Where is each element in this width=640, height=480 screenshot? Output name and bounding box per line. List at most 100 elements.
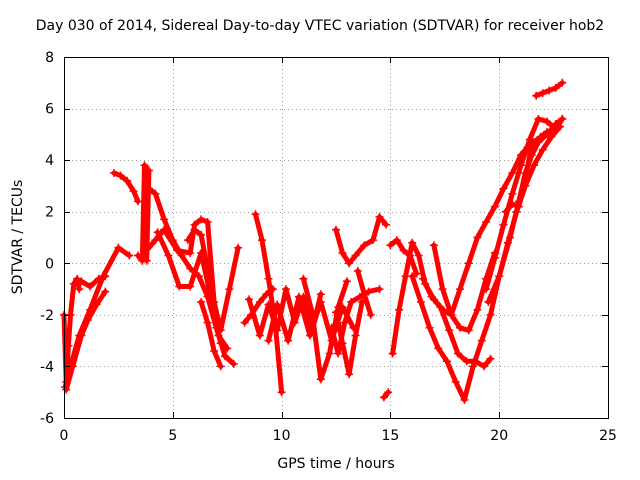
data-point [543,130,552,139]
data-point [360,241,369,250]
data-point [134,197,142,206]
data-point [64,341,73,350]
data-point [62,385,71,394]
data-point [456,323,464,332]
data-point [351,251,360,260]
data-point [429,241,438,250]
data-point [264,336,273,345]
data-point [258,236,266,245]
data-point [388,349,397,358]
data-point [116,171,125,180]
data-point [521,174,530,183]
data-point [86,282,95,291]
data-point [525,135,534,144]
data-point [186,282,195,291]
data-point [460,395,469,404]
data-point [245,295,253,304]
data-point [473,233,482,242]
data-point [490,202,499,211]
x-tick-label: 10 [273,428,291,444]
data-point [66,310,75,319]
data-point [379,393,388,402]
data-point [73,274,82,283]
data-point [142,256,151,265]
data-point [495,272,504,281]
data-point [140,249,149,257]
data-point [234,243,243,252]
data-point [114,243,123,252]
data-point [480,362,488,371]
data-point [543,117,552,126]
data-point [164,251,173,260]
x-tick-label: 25 [599,428,617,444]
data-point [197,298,206,306]
data-point [375,212,384,221]
data-point [551,120,560,128]
data-point [77,277,86,286]
data-point [69,279,78,288]
data-point [408,238,417,247]
series-trace [185,227,224,346]
data-point [342,277,351,286]
data-point [434,344,443,353]
data-point [419,274,427,283]
data-point [464,259,473,268]
data-point [144,166,153,175]
series-trace [142,216,241,333]
data-point [225,285,234,294]
data-point [144,184,153,193]
data-point [264,274,273,283]
data-point [216,339,225,348]
data-point [92,300,101,309]
data-point [384,388,393,397]
data-point [530,161,538,170]
data-point [282,285,290,294]
y-tick-label: -6 [40,411,54,427]
chart-title: Day 030 of 2014, Sidereal Day-to-day VTE… [35,18,605,34]
series-trace [63,289,108,393]
data-point [345,370,354,379]
series-trace [78,273,108,289]
data-point [325,349,334,358]
data-point [229,359,238,368]
data-point [203,218,212,226]
data-point [416,298,425,306]
data-point [160,215,169,224]
series-trace [111,170,141,204]
data-point [94,274,103,283]
data-point [197,230,206,239]
data-point [295,292,303,301]
x-axis-label: GPS time / hours [277,456,395,472]
data-point [471,357,480,366]
data-point [558,78,567,87]
data-point [456,285,464,294]
data-point [129,187,138,196]
data-point [508,200,517,208]
data-layer [60,78,567,404]
data-point [332,225,340,234]
y-tick-label: 2 [45,205,54,221]
y-tick-label: -4 [40,359,54,375]
y-tick-label: -2 [40,308,54,324]
data-point [125,251,134,260]
tick-layer: 0 5 10 15 20 25 -6 -4 -2 0 2 4 6 8 [40,50,617,444]
data-point [375,285,384,294]
data-point [412,269,421,278]
data-point [240,318,249,327]
data-point [316,298,325,306]
data-point [308,308,317,317]
data-point [392,236,401,245]
series-trace [409,124,563,403]
data-point [305,331,314,340]
data-point [255,331,264,340]
data-point [175,282,184,291]
x-tick-label: 5 [168,428,177,444]
data-point [140,161,149,170]
data-point [210,347,219,355]
data-point [538,89,547,98]
data-point [83,316,92,324]
data-point [447,310,456,319]
data-point [186,249,195,257]
data-point [151,189,160,198]
